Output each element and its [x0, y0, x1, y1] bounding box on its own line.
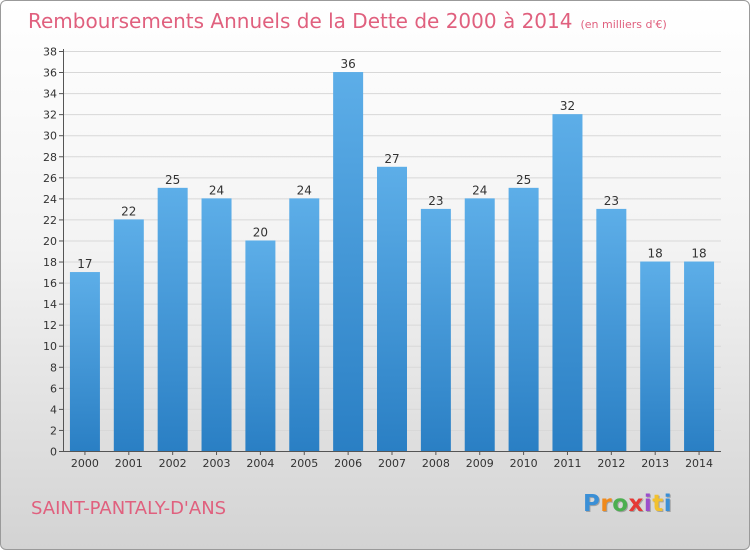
logo-letter: r	[600, 491, 613, 517]
y-tick-label: 36	[43, 67, 57, 80]
y-tick-label: 34	[43, 88, 57, 101]
proxiti-logo[interactable]: Proxiti	[583, 491, 672, 517]
y-tick-label: 24	[43, 193, 57, 206]
x-tick-label: 2009	[466, 457, 494, 470]
chart-title: Remboursements Annuels de la Dette de 20…	[28, 9, 667, 33]
y-tick-label: 2	[50, 424, 57, 437]
bars: 17 22 25 24 20 24 36 27 23 24 25 32 23 18 18	[69, 57, 715, 451]
bar	[552, 114, 583, 451]
x-tick-label: 2004	[246, 457, 274, 470]
bar-value-label: 24	[297, 183, 312, 197]
bar-value-label: 18	[648, 247, 663, 261]
logo-letter: x	[628, 491, 644, 517]
logo-letter: o	[612, 491, 629, 517]
bar	[157, 187, 188, 451]
y-tick-label: 8	[50, 361, 57, 374]
x-tick-label: 2001	[115, 457, 143, 470]
x-tick-label: 2002	[159, 457, 187, 470]
logo-letter: i	[643, 491, 653, 517]
x-tick-label: 2013	[641, 457, 669, 470]
bar-value-label: 23	[428, 194, 443, 208]
x-tick-label: 2003	[203, 457, 231, 470]
logo-letter: t	[652, 491, 664, 517]
bar-value-label: 25	[165, 173, 180, 187]
bar	[245, 240, 276, 451]
bar	[508, 187, 539, 451]
bar	[464, 198, 495, 451]
y-tick-label: 4	[50, 403, 57, 416]
y-tick-label: 32	[43, 109, 57, 122]
logo-letter: P	[583, 491, 601, 517]
bar-value-label: 17	[77, 257, 92, 271]
y-tick-label: 28	[43, 151, 57, 164]
chart-title-text: Remboursements Annuels de la Dette de 20…	[28, 9, 573, 33]
bar	[684, 261, 715, 451]
x-tick-label: 2006	[334, 457, 362, 470]
y-tick-label: 6	[50, 382, 57, 395]
bar-value-label: 24	[472, 183, 487, 197]
bar-value-label: 27	[384, 152, 399, 166]
y-tick-label: 20	[43, 235, 57, 248]
x-tick-label: 2000	[71, 457, 99, 470]
y-tick-label: 16	[43, 277, 57, 290]
chart-unit: (en milliers d'€)	[580, 18, 667, 31]
x-tick-label: 2012	[597, 457, 625, 470]
bar-value-label: 36	[340, 57, 355, 71]
bar	[289, 198, 320, 451]
y-tick-label: 18	[43, 256, 57, 269]
logo-letter: i	[663, 491, 673, 517]
y-tick-label: 30	[43, 130, 57, 143]
x-tick-label: 2010	[510, 457, 538, 470]
bar-value-label: 32	[560, 99, 575, 113]
y-tick-label: 0	[50, 446, 57, 459]
bar	[420, 208, 451, 451]
bar-value-label: 18	[691, 247, 706, 261]
bar	[333, 72, 364, 451]
x-tick-label: 2007	[378, 457, 406, 470]
y-tick-label: 26	[43, 172, 57, 185]
commune-name: SAINT-PANTALY-D'ANS	[31, 498, 227, 519]
bar-value-label: 23	[604, 194, 619, 208]
bar	[113, 219, 144, 451]
bar-value-label: 20	[253, 225, 268, 239]
y-tick-label: 10	[43, 340, 57, 353]
bar	[201, 198, 232, 451]
bar	[377, 166, 407, 451]
x-tick-label: 2011	[553, 457, 581, 470]
y-tick-label: 22	[43, 214, 57, 227]
y-tick-label: 12	[43, 319, 57, 332]
x-tick-label: 2014	[685, 457, 713, 470]
bar-value-label: 22	[121, 204, 136, 218]
x-tick-label: 2005	[290, 457, 318, 470]
bar-value-label: 25	[516, 173, 531, 187]
y-tick-label: 14	[43, 298, 57, 311]
bar-value-label: 24	[209, 183, 224, 197]
x-tick-label: 2008	[422, 457, 450, 470]
bar	[69, 272, 100, 451]
y-tick-label: 38	[43, 46, 57, 59]
bar	[596, 208, 627, 451]
bar	[640, 261, 671, 451]
